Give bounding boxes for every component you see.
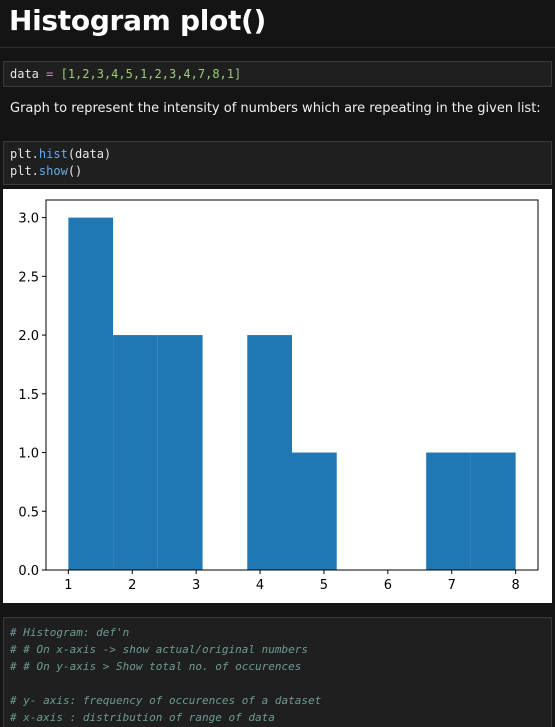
plot-frame — [45, 199, 539, 571]
comment-line: # # On x-axis -> show actual/original nu… — [10, 643, 309, 656]
code-object: plt. — [10, 147, 39, 161]
x-tick-label: 3 — [192, 578, 200, 593]
code-operator: = — [46, 67, 54, 81]
y-tick-label: 1.5 — [18, 388, 39, 403]
histogram-bar — [68, 217, 114, 570]
page-title: Histogram plot() — [9, 4, 267, 37]
code-line-hist: plt.hist(data) — [10, 146, 545, 163]
code-object: plt. — [10, 164, 39, 178]
code-cell-data[interactable]: data = [1,2,3,4,5,1,2,3,4,7,8,1] — [3, 61, 552, 87]
y-tick-label: 2.5 — [18, 270, 39, 285]
code-args: () — [67, 164, 83, 178]
code-variable: data — [10, 67, 39, 81]
comment-line: # # On y-axis > Show total no. of occure… — [10, 660, 302, 673]
histogram-bar — [426, 452, 471, 570]
histogram-bar — [113, 335, 158, 570]
histogram-bar — [470, 452, 516, 570]
x-tick-label: 1 — [64, 578, 72, 593]
comment-line: # Histogram: def'n — [10, 626, 130, 639]
title-divider — [0, 47, 555, 48]
code-list-literal: [1,2,3,4,5,1,2,3,4,7,8,1] — [60, 67, 242, 81]
histogram-output: 1 2 3 4 5 6 7 8 0.0 0.5 1.0 1.5 2.0 2.5 3.0 — [3, 189, 552, 603]
y-tick-label: 0.5 — [18, 505, 39, 520]
comment-cell[interactable]: # Histogram: def'n # # On x-axis -> show… — [3, 617, 552, 727]
y-tick-label: 3.0 — [18, 212, 39, 227]
histogram-bar — [157, 335, 203, 570]
comment-line: # y- axis: frequency of occurences of a … — [10, 694, 322, 707]
x-tick-label: 8 — [511, 578, 519, 593]
comment-line: # x-axis : distribution of range of data — [10, 711, 275, 724]
histogram-bar — [292, 452, 337, 570]
code-args: (data) — [67, 147, 112, 161]
x-tick-label: 6 — [384, 578, 392, 593]
y-tick-label: 0.0 — [18, 564, 39, 579]
x-tick-label: 2 — [128, 578, 136, 593]
code-function-hist: hist — [38, 147, 68, 161]
x-tick-label: 5 — [320, 578, 328, 593]
comment-line — [10, 675, 545, 692]
code-line-show: plt.show() — [10, 163, 545, 180]
x-tick-label: 4 — [256, 578, 264, 593]
description-text: Graph to represent the intensity of numb… — [10, 101, 541, 116]
x-tick-label: 7 — [448, 578, 456, 593]
y-tick-label: 2.0 — [18, 329, 39, 344]
histogram-chart: 1 2 3 4 5 6 7 8 0.0 0.5 1.0 1.5 2.0 2.5 3.0 — [18, 199, 539, 593]
histogram-bar — [247, 335, 292, 570]
code-function-show: show — [38, 164, 68, 178]
code-cell-plot[interactable]: plt.hist(data) plt.show() — [3, 141, 552, 185]
y-tick-label: 1.0 — [18, 447, 39, 462]
